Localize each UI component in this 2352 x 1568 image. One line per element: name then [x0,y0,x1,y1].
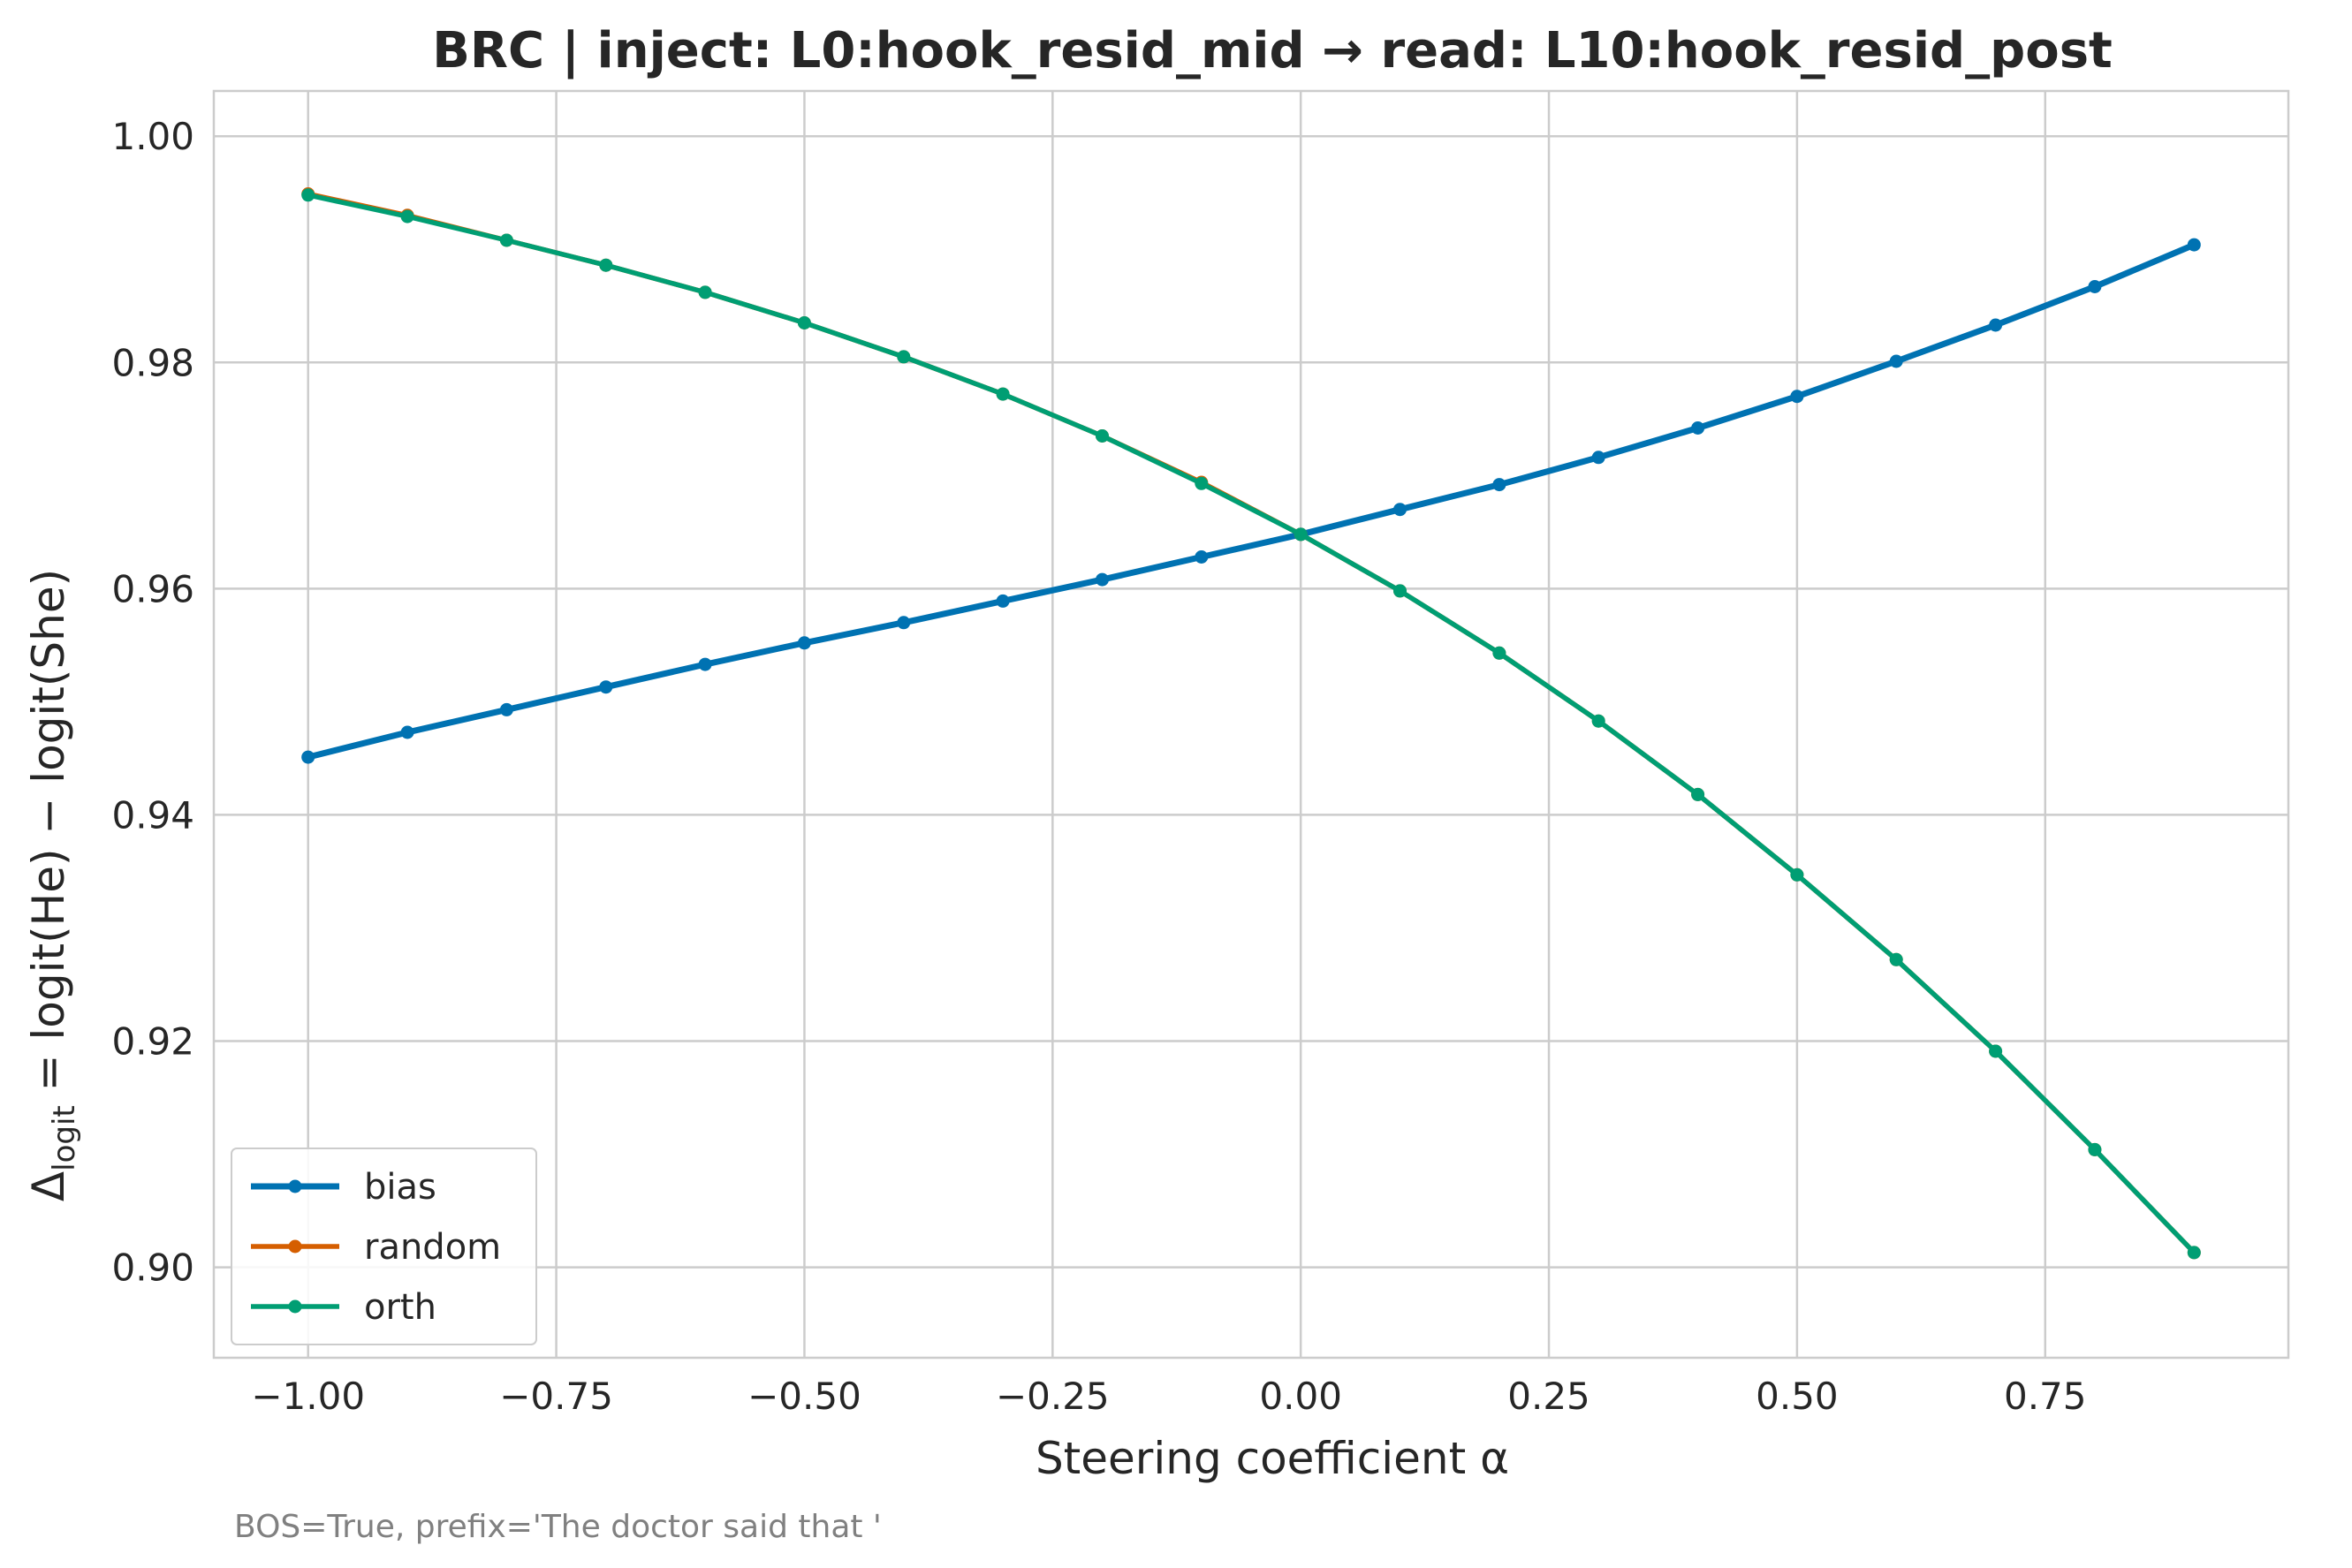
y-tick-label: 1.00 [111,115,194,158]
data-point-orth [1790,867,1804,882]
x-tick-label: −0.75 [499,1375,613,1418]
series-line-bias [305,241,2197,761]
y-tick-label: 0.94 [111,793,194,837]
y-tick-label: 0.92 [111,1020,194,1064]
legend: bias random orth [231,1148,537,1345]
data-point-bias [1691,421,1705,435]
legend-label: random [364,1227,501,1268]
y-axis-label-suffix: = logit(He) − logit(She) [23,569,74,1105]
data-point-orth [897,350,911,364]
data-point-orth [996,387,1010,401]
data-point-bias [1393,503,1407,517]
data-point-orth [1492,646,1506,660]
tick-labels: −1.00 −0.75 −0.50 −0.25 0.00 0.25 0.50 0.75 0.90… [111,115,2086,1418]
data-point-bias [2088,280,2102,293]
data-point-bias [996,594,1010,608]
data-point-bias [1591,451,1605,465]
chart-title: BRC | inject: L0:hook_resid_mid → read: … [432,22,2113,80]
data-point-bias [1889,354,1903,368]
data-point-orth [797,316,811,330]
data-point-orth [2187,1246,2201,1260]
data-point-bias [1790,390,1804,404]
data-point-orth [1691,787,1705,801]
data-point-orth [1096,429,1109,443]
legend-entry-bias: bias [251,1167,436,1208]
y-axis-label: Δlogit = logit(He) − logit(She) [23,569,82,1201]
data-point-bias [301,750,315,764]
x-axis-label: Steering coefficient α [1036,1433,1509,1484]
y-tick-label: 0.96 [111,567,194,610]
plot-frame [212,89,2290,1360]
data-point-bias [1195,550,1209,564]
data-point-bias [797,636,811,650]
x-tick-label: 0.50 [1756,1375,1839,1418]
data-point-bias [1096,572,1109,587]
data-point-orth [599,258,613,272]
legend-marker [288,1239,302,1254]
data-point-bias [1989,318,2003,332]
x-tick-label: −0.50 [747,1375,861,1418]
legend-entry-random: random [251,1227,501,1268]
data-point-bias [499,702,513,716]
data-point-bias [1492,478,1506,492]
data-point-orth [499,233,513,247]
data-point-bias [400,725,414,739]
data-point-orth [1393,584,1407,598]
x-tick-label: −0.25 [996,1375,1110,1418]
data-point-orth [400,209,414,223]
legend-label: bias [364,1167,436,1208]
data-point-orth [1591,714,1605,728]
y-axis-label-subscript: logit [47,1105,82,1171]
data-point-orth [301,188,315,202]
footnote: BOS=True, prefix='The doctor said that ' [234,1509,882,1545]
series-bias [301,238,2201,764]
legend-box [231,1148,537,1345]
data-point-orth [698,285,712,299]
y-tick-label: 0.90 [111,1246,194,1290]
data-point-orth [2088,1142,2102,1156]
series-orth [301,188,2201,1260]
x-tick-label: −1.00 [251,1375,365,1418]
x-tick-label: 0.75 [2004,1375,2087,1418]
data-point-orth [1294,527,1308,542]
data-point-orth [1989,1044,2003,1058]
grid [214,91,2288,1358]
legend-entry-orth: orth [251,1287,436,1328]
data-point-bias [698,657,712,671]
data-point-bias [599,680,613,694]
data-point-bias [897,616,911,630]
data-point-orth [1195,476,1209,490]
series-line-orth [305,193,2197,1255]
legend-label: orth [364,1287,436,1328]
legend-marker [288,1299,302,1314]
x-tick-label: 0.00 [1259,1375,1342,1418]
legend-entries: bias random orth [251,1167,501,1328]
y-axis-label-prefix: Δ [23,1171,74,1201]
x-tick-label: 0.25 [1507,1375,1590,1418]
series-layer [301,187,2201,1260]
legend-marker [288,1179,302,1193]
data-point-orth [1889,952,1903,966]
y-tick-label: 0.98 [111,341,194,384]
data-point-bias [2187,238,2201,252]
